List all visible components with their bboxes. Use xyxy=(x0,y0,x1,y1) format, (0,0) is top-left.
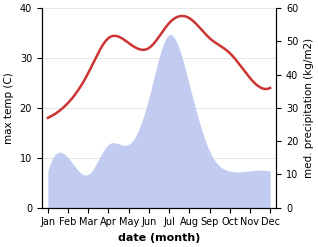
X-axis label: date (month): date (month) xyxy=(118,233,200,243)
Y-axis label: max temp (C): max temp (C) xyxy=(4,72,14,144)
Y-axis label: med. precipitation (kg/m2): med. precipitation (kg/m2) xyxy=(304,38,314,178)
